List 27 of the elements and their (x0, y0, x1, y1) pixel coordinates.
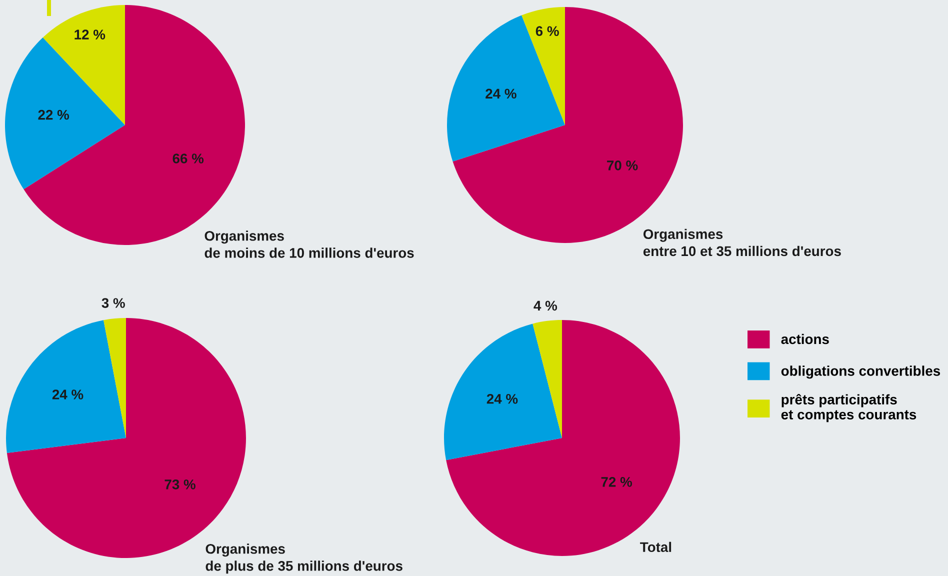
legend-label: prêts participatifs et comptes courants (781, 394, 916, 422)
pie-slice (6, 320, 126, 454)
data-label: 4 % (534, 300, 558, 311)
data-label: 22 % (38, 110, 70, 120)
data-label: 6 % (536, 26, 559, 36)
pie-slice (446, 320, 680, 556)
pie-slice (5, 38, 125, 190)
data-label: 3 % (102, 298, 125, 308)
text: Total (640, 542, 672, 552)
data-label: 24 % (52, 390, 84, 400)
data-label: 70 % (607, 160, 638, 170)
pie-slice (522, 7, 565, 125)
data-label: 73 % (164, 480, 196, 490)
text: Organismes de plus de 35 millions d'euros (206, 544, 402, 574)
pie-slice (532, 320, 562, 438)
data-label: 66 % (172, 154, 204, 164)
data-label: 24 % (486, 88, 516, 99)
pie-slice (447, 15, 565, 162)
text: Organismes entre 10 et 35 millions d'euros (643, 228, 841, 256)
pie-slice (444, 324, 562, 460)
data-label: 12 % (74, 30, 106, 40)
legend-label: obligations convertibles (781, 366, 940, 379)
pie-slice (104, 318, 126, 438)
data-label: 24 % (486, 394, 518, 404)
legend-label: actions (781, 334, 829, 344)
text: Organismes de moins de 10 millions d'euros (204, 230, 414, 258)
data-label: 72 % (601, 477, 632, 487)
